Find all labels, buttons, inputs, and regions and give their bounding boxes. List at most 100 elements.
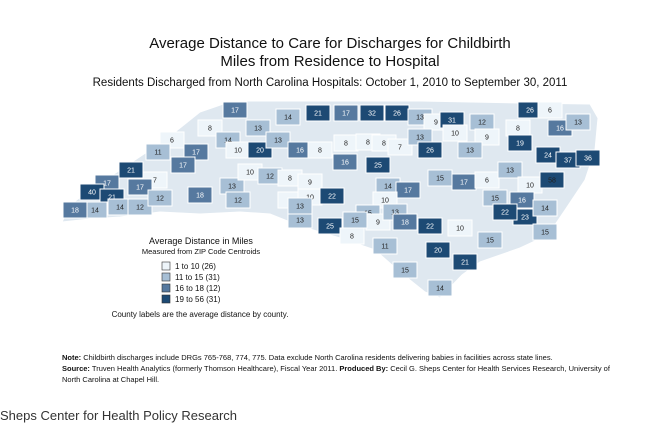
county [145,143,171,161]
source-label: Source: [62,364,90,373]
county-label: 6 [170,137,174,144]
county-label: 8 [350,233,354,240]
county-label: 18 [71,207,79,214]
county-label: 6 [485,177,489,184]
county-label: 15 [491,195,499,202]
county-label: 14 [91,207,99,214]
county [447,219,473,237]
title: Average Distance to Care for Discharges … [149,35,511,52]
county [127,198,153,216]
county-label: 15 [351,217,359,224]
county-label: 37 [564,157,572,164]
county-label: 14 [541,205,549,212]
county [359,104,385,122]
county-label: 25 [326,223,334,230]
county-label: 6 [548,107,552,114]
county [305,104,331,122]
county-label: 32 [368,110,376,117]
source-text: Truven Health Analytics (formerly Thomso… [91,364,338,373]
produced-text: Cecil G. Sheps Center for Health Service… [62,364,610,384]
county [537,101,563,119]
title-line-2: Miles from Residence to Hospital [220,53,439,70]
county-label: 16 [296,147,304,154]
county-label: 17 [103,180,111,187]
county-label: 31 [448,117,456,124]
county-label: 15 [486,237,494,244]
county-label: 13 [466,147,474,154]
county-label: 12 [234,197,242,204]
county-label: 13 [274,137,282,144]
county-label: 8 [318,147,322,154]
caption: County labels are the average distance b… [112,310,289,319]
county-label: 18 [401,219,409,226]
county [442,124,468,142]
county-label: 22 [426,223,434,230]
county [222,101,248,119]
county-label: 17 [136,184,144,191]
map-figure: Average Distance to Care for Discharges … [61,35,601,319]
county [372,237,398,255]
county-label: 10 [456,225,464,232]
county [333,104,359,122]
county-label: 8 [344,140,348,147]
county-label: 9 [485,134,489,141]
county [127,178,153,196]
county-label: 8 [288,175,292,182]
county [532,199,558,217]
county-label: 14 [116,204,124,211]
county-label: 10 [246,169,254,176]
county-label: 12 [266,173,274,180]
county [187,186,213,204]
county-label: 13 [254,125,262,132]
county [539,171,565,189]
county [417,141,443,159]
county-label: 17 [179,162,187,169]
county-label: 21 [314,110,322,117]
legend-swatch [161,283,171,293]
county [457,141,483,159]
county-label: 17 [460,179,468,186]
county-label: 26 [426,147,434,154]
county-label: 8 [366,139,370,146]
county-label: 20 [256,147,264,154]
county [245,119,271,137]
county-label: 8 [516,125,520,132]
county [392,213,418,231]
county-label: 21 [461,259,469,266]
county-label: 15 [401,267,409,274]
county [477,231,503,249]
county-label: 13 [416,134,424,141]
county-label: 22 [328,193,336,200]
county [317,217,343,235]
county [339,227,365,245]
county-label: 26 [526,107,534,114]
county-label: 22 [501,209,509,216]
county-label: 12 [136,204,144,211]
county [532,223,558,241]
county [365,156,391,174]
legend-title: Average Distance in Miles [149,236,253,246]
produced-label: Produced By: [339,364,389,373]
county [170,156,196,174]
legend: 1 to 10 (26) 11 to 15 (31) 16 to 18 (12) 19… [161,261,221,304]
county-label: 26 [393,110,401,117]
county-label: 18 [196,192,204,199]
county-label: 12 [156,195,164,202]
county-label: 7 [398,144,402,151]
county-label: 13 [296,203,304,210]
county-label: 9 [376,219,380,226]
county [307,141,333,159]
county-label: 11 [154,149,161,156]
county-label: 20 [434,247,442,254]
county [265,131,291,149]
county-label: 40 [88,189,96,196]
county-label: 13 [416,114,424,121]
county-label: 14 [384,183,392,190]
county [565,113,591,131]
county-label: 9 [434,119,438,126]
county [497,161,523,179]
subtitle: Residents Discharged from North Carolina… [93,77,568,89]
county-label: 17 [192,149,200,156]
